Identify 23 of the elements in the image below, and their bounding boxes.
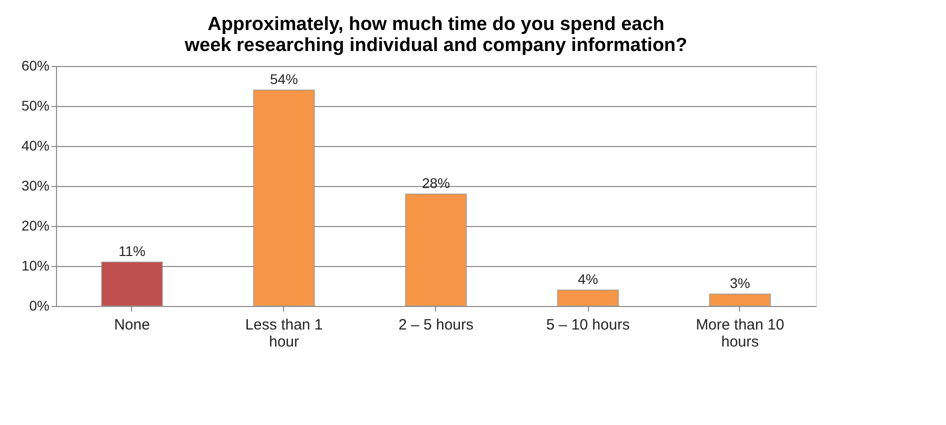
data-label: 28% bbox=[422, 175, 450, 191]
x-tick-label: None bbox=[114, 316, 150, 334]
y-tick-label: 10% bbox=[21, 258, 50, 274]
data-label: 54% bbox=[270, 71, 298, 87]
x-tick-label: 5 – 10 hours bbox=[546, 316, 630, 334]
data-label: 11% bbox=[118, 243, 146, 259]
chart-title: Approximately, how much time do you spend each week researching individual and company information? bbox=[184, 14, 688, 56]
data-label: 3% bbox=[730, 275, 750, 291]
x-tick-label: Less than 1 hour bbox=[245, 316, 323, 350]
y-tick-label: 40% bbox=[21, 138, 50, 154]
data-label: 4% bbox=[578, 271, 598, 287]
x-tick-label: More than 10 hours bbox=[696, 316, 784, 350]
x-tick-label: 2 – 5 hours bbox=[398, 316, 474, 334]
bar bbox=[557, 290, 619, 306]
bar bbox=[405, 194, 467, 306]
bar bbox=[101, 262, 163, 306]
y-tick-label: 50% bbox=[21, 98, 50, 114]
bar bbox=[253, 90, 315, 306]
bar bbox=[709, 294, 771, 306]
y-tick-label: 30% bbox=[21, 178, 50, 194]
y-tick-label: 20% bbox=[21, 218, 50, 234]
y-tick-label: 60% bbox=[21, 58, 50, 74]
y-tick-label: 0% bbox=[29, 298, 50, 314]
